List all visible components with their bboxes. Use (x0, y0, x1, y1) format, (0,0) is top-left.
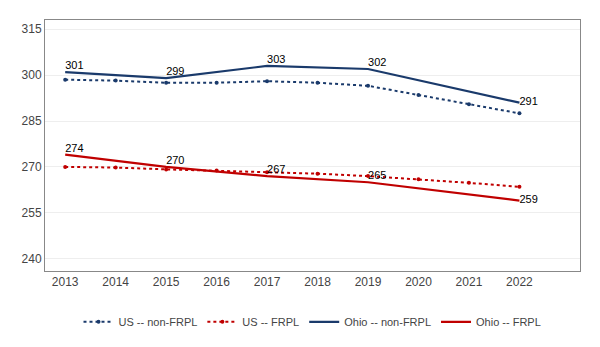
svg-text:300: 300 (22, 68, 42, 82)
svg-text:2014: 2014 (102, 275, 129, 289)
svg-text:2017: 2017 (254, 275, 281, 289)
svg-text:303: 303 (267, 53, 285, 65)
svg-text:274: 274 (65, 142, 83, 154)
svg-text:255: 255 (22, 206, 42, 220)
svg-text:291: 291 (519, 95, 537, 107)
svg-text:240: 240 (22, 252, 42, 266)
svg-text:2018: 2018 (304, 275, 331, 289)
svg-text:270: 270 (166, 154, 184, 166)
svg-text:US -- FRPL: US -- FRPL (242, 316, 299, 328)
svg-text:2016: 2016 (203, 275, 230, 289)
svg-text:US -- non-FRPL: US -- non-FRPL (119, 316, 198, 328)
svg-text:2021: 2021 (456, 275, 483, 289)
svg-text:Ohio -- non-FRPL: Ohio -- non-FRPL (344, 316, 431, 328)
svg-text:2015: 2015 (153, 275, 180, 289)
svg-text:2022: 2022 (506, 275, 533, 289)
svg-text:Ohio -- FRPL: Ohio -- FRPL (476, 316, 541, 328)
svg-text:299: 299 (166, 65, 184, 77)
svg-text:2013: 2013 (52, 275, 79, 289)
svg-text:265: 265 (368, 169, 386, 181)
svg-text:285: 285 (22, 114, 42, 128)
svg-text:2020: 2020 (405, 275, 432, 289)
svg-text:2019: 2019 (355, 275, 382, 289)
svg-text:301: 301 (65, 59, 83, 71)
svg-text:267: 267 (267, 163, 285, 175)
svg-text:259: 259 (519, 193, 537, 205)
svg-text:270: 270 (22, 160, 42, 174)
svg-text:315: 315 (22, 22, 42, 36)
svg-text:302: 302 (368, 56, 386, 68)
